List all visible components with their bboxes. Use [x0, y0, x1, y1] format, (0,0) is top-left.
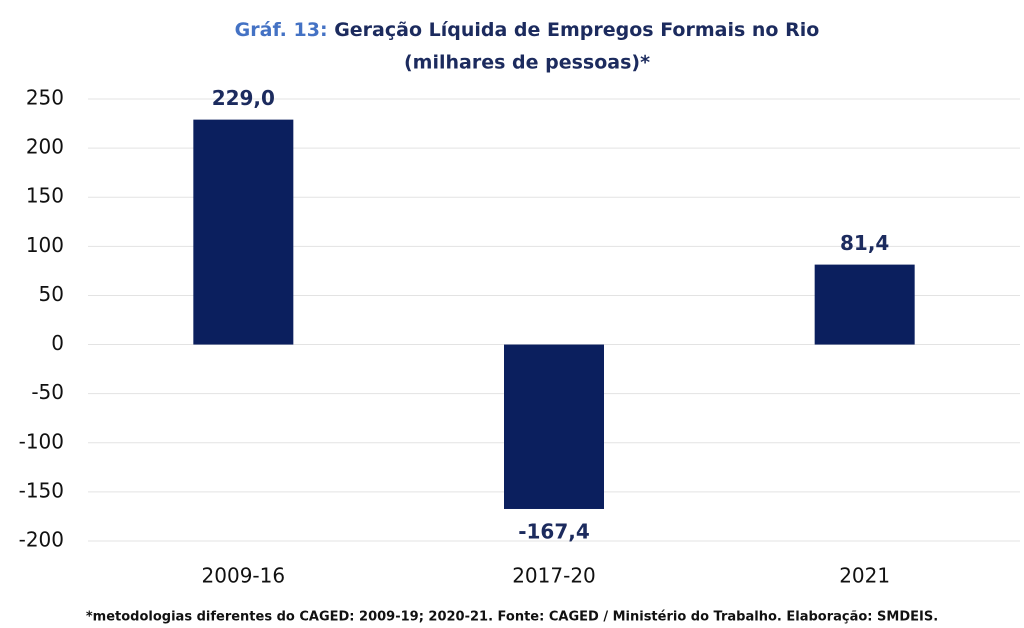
- data-label: -167,4: [518, 519, 590, 543]
- footnote: *metodologias diferentes do CAGED: 2009-…: [86, 610, 938, 625]
- y-tick-label: 250: [26, 86, 64, 110]
- data-label: 81,4: [840, 231, 889, 255]
- y-tick-label: 100: [26, 233, 64, 257]
- bar: [814, 264, 915, 345]
- data-label: 229,0: [212, 86, 275, 110]
- y-tick-label: 200: [26, 135, 64, 159]
- y-tick-label: -100: [19, 429, 64, 453]
- chart-title: Gráf. 13: Geração Líquida de Empregos Fo…: [235, 19, 820, 41]
- y-tick-label: -200: [19, 528, 64, 552]
- y-tick-label: 150: [26, 184, 64, 208]
- y-tick-label: 50: [39, 282, 64, 306]
- y-tick-label: -50: [31, 380, 64, 404]
- chart-subtitle: (milhares de pessoas)*: [404, 52, 650, 74]
- title-text: Geração Líquida de Empregos Formais no R…: [334, 19, 819, 41]
- bar: [504, 344, 604, 509]
- bar: [193, 119, 294, 345]
- x-tick-label: 2009-16: [202, 564, 286, 588]
- x-tick-label: 2021: [839, 564, 890, 588]
- title-label: Gráf. 13:: [235, 19, 328, 41]
- y-tick-label: -150: [19, 478, 64, 502]
- y-tick-label: 0: [51, 331, 64, 355]
- x-tick-label: 2017-20: [512, 564, 596, 588]
